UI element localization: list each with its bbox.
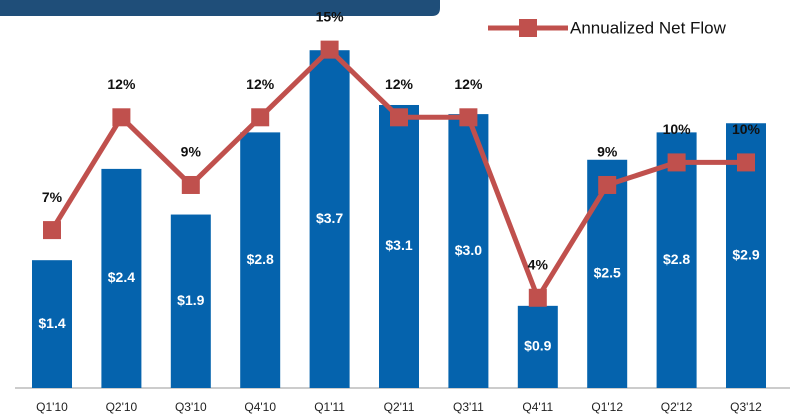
bar bbox=[32, 260, 72, 388]
value-label: $2.4 bbox=[108, 269, 135, 285]
x-tick-label: Q3'11 bbox=[453, 400, 484, 414]
x-tick-label: Q3'10 bbox=[175, 400, 207, 414]
marker bbox=[459, 108, 478, 127]
x-tick-label: Q1'12 bbox=[591, 400, 623, 414]
x-tick-label: Q4'11 bbox=[522, 400, 553, 414]
bar bbox=[309, 50, 350, 389]
value-label: $3.1 bbox=[385, 237, 412, 253]
value-label: 15% bbox=[316, 8, 345, 24]
marker bbox=[251, 108, 270, 127]
value-label: 4% bbox=[528, 256, 549, 272]
x-tick-label: Q2'11 bbox=[384, 400, 415, 414]
value-label: 9% bbox=[181, 144, 202, 160]
marker bbox=[112, 108, 131, 127]
marker bbox=[181, 175, 200, 194]
value-label: $3.7 bbox=[316, 210, 343, 226]
bar bbox=[101, 168, 142, 388]
value-label: 10% bbox=[732, 121, 761, 137]
bar bbox=[587, 159, 628, 388]
x-tick-label: Q2'10 bbox=[106, 400, 138, 414]
marker bbox=[598, 175, 617, 194]
marker bbox=[43, 221, 61, 240]
bar bbox=[170, 214, 211, 388]
x-tick-label: Q1'11 bbox=[314, 400, 345, 414]
value-label: $2.5 bbox=[594, 265, 621, 281]
header-strip bbox=[0, 0, 440, 16]
bar bbox=[656, 132, 697, 388]
bar bbox=[379, 104, 419, 389]
value-label: $2.8 bbox=[247, 251, 274, 267]
x-tick-label: Q2'12 bbox=[661, 400, 693, 414]
marker bbox=[667, 153, 686, 172]
legend-marker bbox=[519, 19, 537, 37]
value-label: 12% bbox=[246, 76, 275, 92]
bar bbox=[448, 114, 489, 388]
value-label: 7% bbox=[42, 189, 63, 205]
value-label: 12% bbox=[454, 76, 483, 92]
value-label: $1.9 bbox=[177, 292, 204, 308]
bar bbox=[517, 305, 558, 388]
marker bbox=[737, 153, 755, 172]
value-label: $0.9 bbox=[524, 338, 551, 354]
bar bbox=[240, 132, 281, 388]
x-tick-label: Q3'12 bbox=[730, 400, 762, 414]
value-label: $2.8 bbox=[663, 251, 690, 267]
value-label: 10% bbox=[663, 121, 692, 137]
value-label: $2.9 bbox=[732, 246, 759, 262]
value-label: 12% bbox=[385, 76, 414, 92]
marker bbox=[528, 288, 547, 307]
value-label: 12% bbox=[107, 76, 136, 92]
x-tick-label: Q1'10 bbox=[36, 400, 68, 414]
value-label: $3.0 bbox=[455, 242, 482, 258]
value-label: $1.4 bbox=[38, 315, 65, 331]
value-label: 9% bbox=[597, 144, 618, 160]
legend-label: Annualized Net Flow bbox=[570, 18, 727, 37]
marker bbox=[390, 108, 408, 127]
marker bbox=[320, 40, 339, 59]
x-tick-label: Q4'10 bbox=[244, 400, 276, 414]
